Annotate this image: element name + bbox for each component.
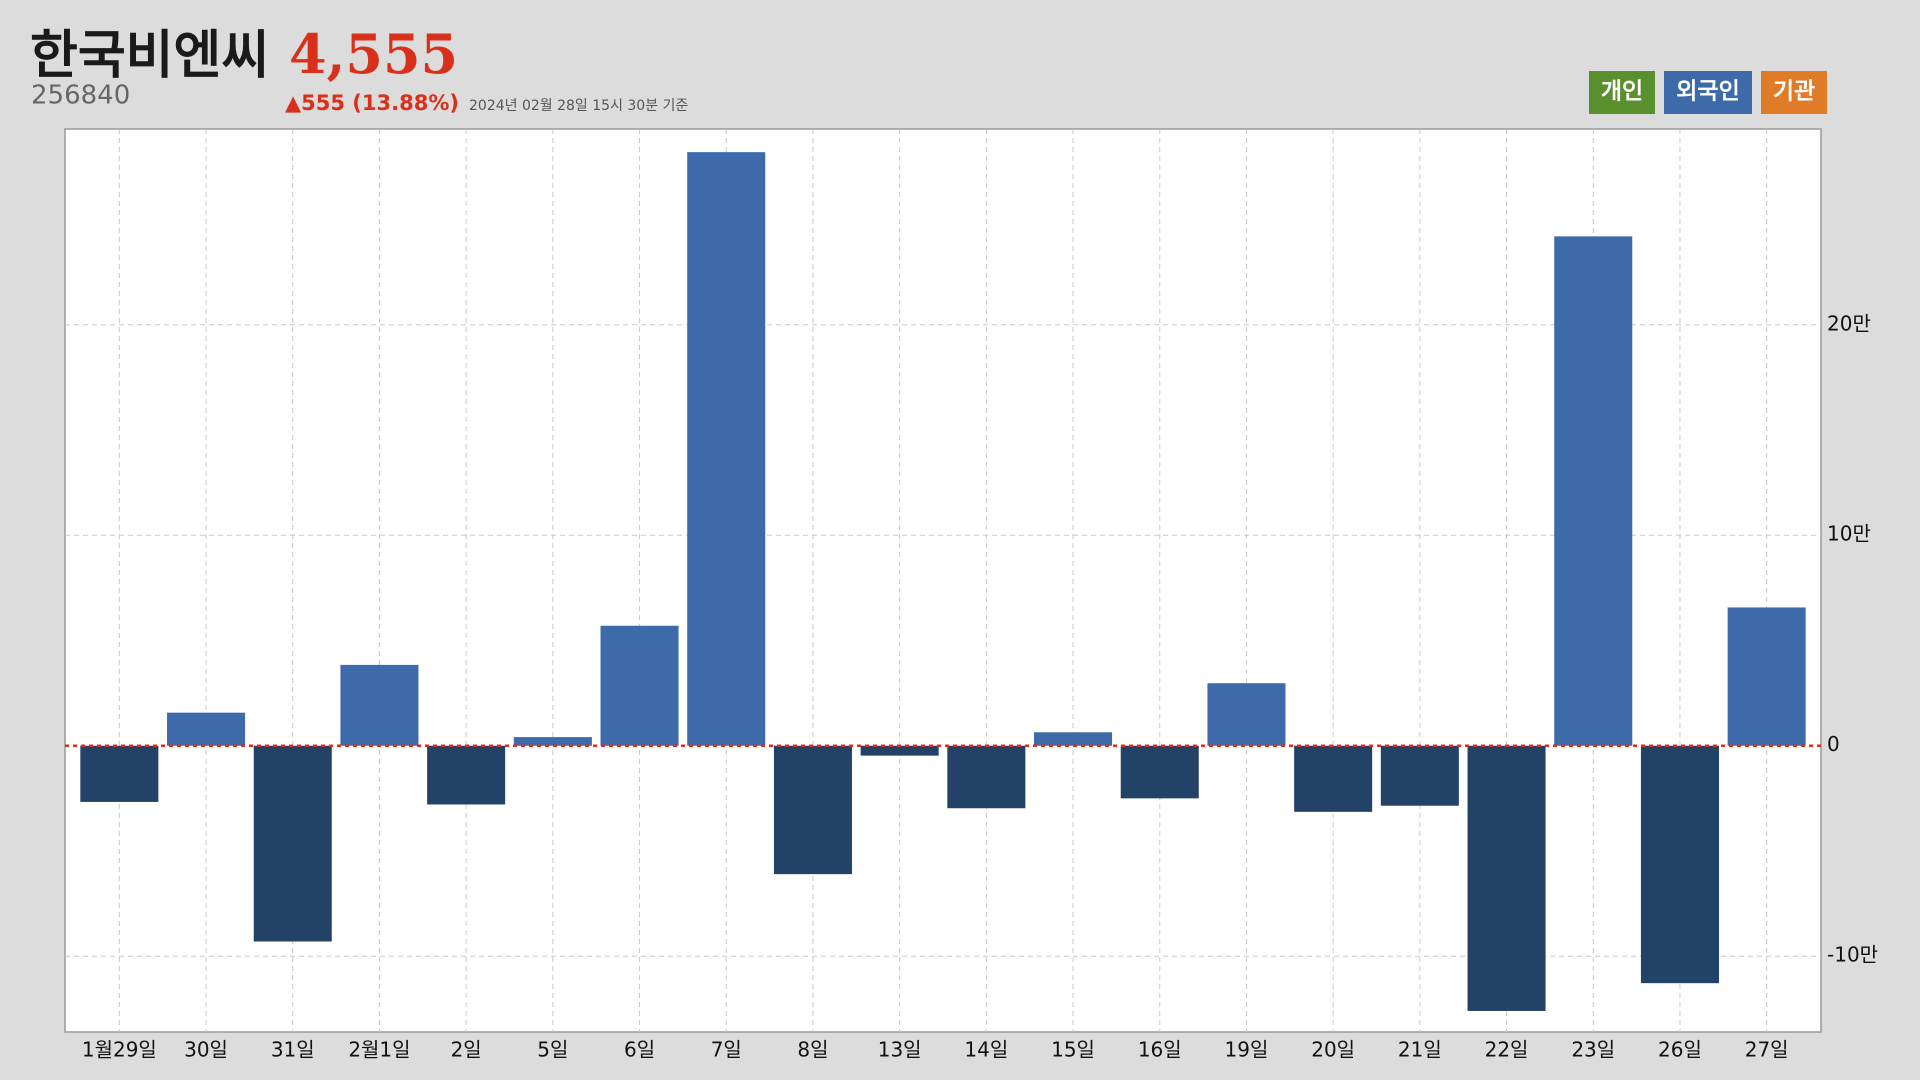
- x-tick-label: 2월1일: [348, 1038, 410, 1062]
- y-tick-label: 10만: [1827, 522, 1871, 546]
- legend-label[interactable]: 외국인: [1676, 79, 1739, 105]
- timestamp: 2024년 02월 28일 15시 30분 기준: [469, 98, 688, 114]
- bar: [167, 712, 246, 746]
- price: 4,555: [289, 22, 458, 86]
- bar: [1294, 745, 1373, 812]
- x-tick-label: 23일: [1571, 1038, 1615, 1062]
- bar: [1207, 683, 1286, 746]
- bar: [340, 664, 419, 746]
- x-tick-label: 13일: [878, 1038, 922, 1062]
- y-tick-label: -10만: [1827, 943, 1878, 967]
- legend-button[interactable]: [1664, 71, 1752, 114]
- bar: [1554, 236, 1633, 746]
- bar: [1727, 607, 1806, 746]
- legend-label[interactable]: 개인: [1601, 79, 1643, 105]
- bar: [947, 745, 1026, 809]
- x-tick-label: 22일: [1485, 1038, 1529, 1062]
- legend-label[interactable]: 기관: [1773, 79, 1815, 105]
- bar: [427, 745, 506, 805]
- bar: [80, 745, 159, 802]
- x-tick-label: 19일: [1225, 1038, 1269, 1062]
- bar: [773, 745, 852, 875]
- stock-name: 한국비엔씨: [30, 26, 269, 86]
- legend-button[interactable]: [1761, 71, 1827, 114]
- x-tick-label: 14일: [964, 1038, 1008, 1062]
- bar: [860, 745, 939, 756]
- x-tick-label: 15일: [1051, 1038, 1095, 1062]
- x-tick-label: 21일: [1398, 1038, 1442, 1062]
- bar: [687, 152, 766, 746]
- bar: [1380, 745, 1459, 806]
- x-tick-label: 1월29일: [82, 1038, 157, 1062]
- stock-code: 256840: [31, 81, 130, 111]
- x-tick-label: 31일: [271, 1038, 315, 1062]
- x-tick-label: 8일: [797, 1038, 828, 1062]
- x-tick-label: 6일: [624, 1038, 655, 1062]
- x-tick-label: 7일: [711, 1038, 742, 1062]
- bar: [1467, 745, 1546, 1011]
- legend-button[interactable]: [1589, 71, 1655, 114]
- y-tick-label: 0: [1827, 732, 1840, 756]
- x-tick-label: 16일: [1138, 1038, 1182, 1062]
- x-tick-label: 2일: [451, 1038, 482, 1062]
- bar: [1640, 745, 1719, 984]
- x-tick-label: 27일: [1745, 1038, 1789, 1062]
- bar: [1034, 732, 1113, 746]
- bar: [600, 625, 679, 746]
- bar: [513, 737, 592, 746]
- bar: [253, 745, 332, 942]
- y-tick-label: 20만: [1827, 311, 1871, 335]
- price-change: ▲555 (13.88%): [285, 91, 459, 115]
- x-tick-label: 26일: [1658, 1038, 1702, 1062]
- x-tick-label: 20일: [1311, 1038, 1355, 1062]
- bar: [1120, 745, 1199, 799]
- x-tick-label: 5일: [537, 1038, 568, 1062]
- x-tick-label: 30일: [184, 1038, 228, 1062]
